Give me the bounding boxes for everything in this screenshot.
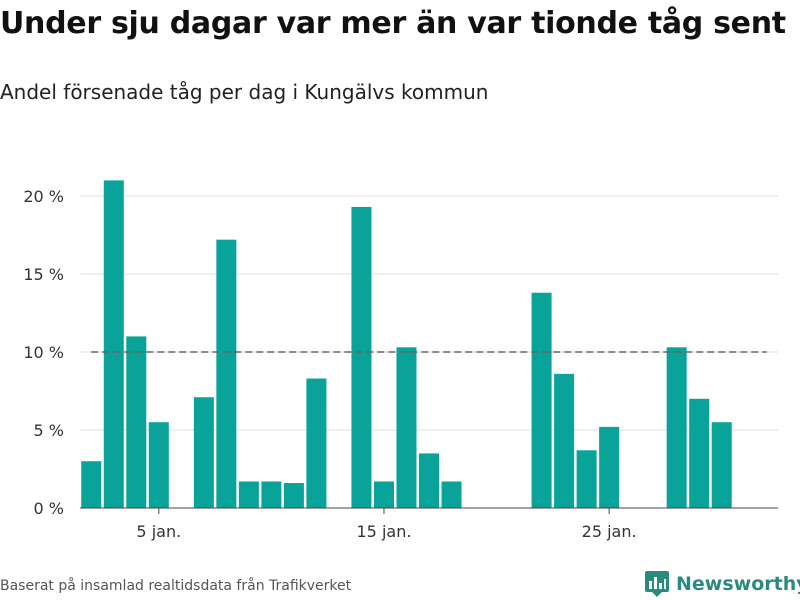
bar — [441, 481, 462, 508]
chart-subtitle: Andel försenade tåg per dag i Kungälvs k… — [0, 80, 489, 104]
brand-logo: Newsworthy — [644, 570, 800, 598]
bar — [373, 481, 394, 508]
bar — [81, 461, 102, 508]
y-tick-label: 5 % — [34, 421, 64, 440]
bar — [418, 453, 440, 508]
source-note: Baserat på insamlad realtidsdata från Tr… — [0, 578, 352, 594]
y-tick-label: 20 % — [23, 187, 64, 206]
bar — [148, 422, 169, 508]
bar — [306, 378, 327, 508]
bar — [238, 481, 259, 508]
bar — [193, 397, 214, 508]
bar — [531, 292, 552, 508]
y-tick-label: 10 % — [23, 343, 64, 362]
bar — [711, 422, 732, 508]
bar — [599, 426, 620, 508]
x-tick-label: 15 jan. — [357, 522, 412, 541]
bar — [576, 450, 597, 508]
bar — [126, 336, 147, 508]
x-tick-label: 5 jan. — [136, 522, 181, 541]
bar — [216, 239, 237, 508]
bar — [351, 206, 372, 509]
bar — [689, 398, 710, 508]
newsworthy-logo-icon — [645, 571, 669, 597]
bar — [103, 180, 124, 508]
bar — [283, 483, 304, 508]
bar — [666, 347, 687, 508]
brand-name: Newsworthy — [676, 573, 800, 595]
bar — [554, 373, 575, 508]
y-tick-label: 15 % — [23, 265, 64, 284]
chart-title: Under sju dagar var mer än var tionde tå… — [0, 6, 786, 41]
bar — [261, 481, 282, 508]
y-tick-label: 0 % — [34, 499, 64, 518]
bar — [396, 347, 417, 508]
x-tick-label: 25 jan. — [582, 522, 637, 541]
